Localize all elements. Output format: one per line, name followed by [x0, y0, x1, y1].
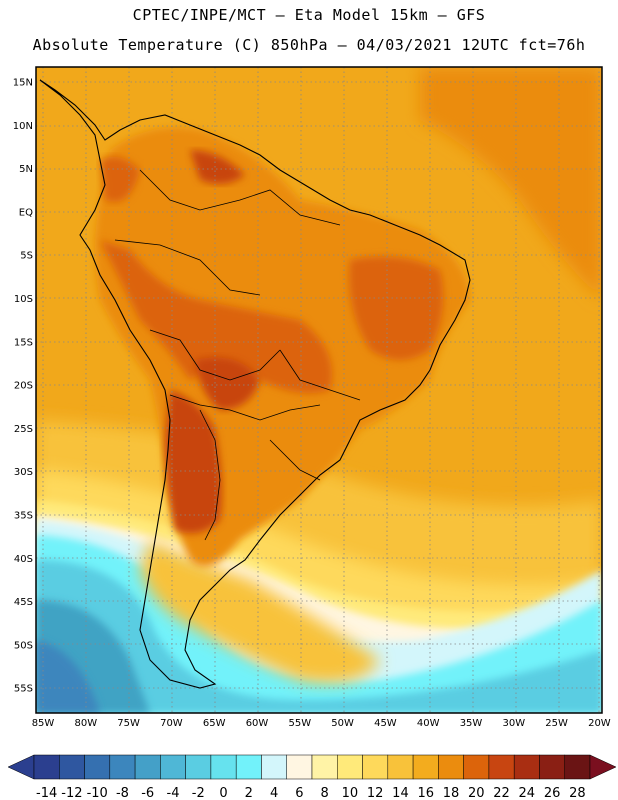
colorbar-cell	[59, 754, 85, 780]
lat-label: 25S	[14, 424, 33, 435]
colorbar-cell	[109, 754, 136, 780]
colorbar-label: 16	[417, 786, 434, 800]
lon-label: 60W	[246, 718, 269, 729]
lat-label: 30S	[14, 467, 33, 478]
coastline	[39, 79, 471, 689]
hot-venezuela	[190, 150, 245, 184]
colorbar-cell	[564, 754, 591, 780]
lon-label: 70W	[160, 718, 183, 729]
lon-label: 65W	[203, 718, 226, 729]
colorbar-label: 4	[270, 786, 278, 800]
lat-label: 50S	[14, 640, 33, 651]
lat-label: 20S	[14, 381, 33, 392]
colorbar-label: -8	[116, 786, 129, 800]
hot-chaco	[195, 357, 260, 410]
colorbar-label: 28	[569, 786, 586, 800]
chart-title-line1: CPTEC/INPE/MCT – Eta Model 15km – GFS	[132, 6, 486, 24]
colorbar-label: 20	[468, 786, 485, 800]
colorbar-cell	[488, 754, 515, 780]
lon-label: 25W	[545, 718, 568, 729]
lon-label: 75W	[117, 718, 140, 729]
colorbar-cells	[7, 754, 617, 780]
colorbar-label: 22	[493, 786, 510, 800]
colorbar-cell	[539, 754, 565, 780]
colorbar-label: 0	[219, 786, 227, 800]
colorbar-cell	[337, 754, 363, 780]
colorbar-label: -10	[87, 786, 108, 800]
colorbar-label: 26	[544, 786, 561, 800]
lat-label: 55S	[14, 684, 33, 695]
colorbar-label: -6	[141, 786, 154, 800]
colorbar-label: -4	[167, 786, 180, 800]
colorbar-label: 24	[519, 786, 536, 800]
lon-label: 45W	[374, 718, 397, 729]
hot-colombia	[100, 156, 140, 202]
colorbar-label: -2	[192, 786, 205, 800]
colorbar-label: 14	[392, 786, 409, 800]
country-borders	[114, 169, 361, 541]
map-frame	[35, 66, 603, 714]
colorbar-cell	[438, 754, 464, 780]
lat-label: 5N	[19, 164, 33, 175]
colorbar-arrow-high	[589, 754, 617, 780]
map-field	[36, 67, 602, 713]
colorbar-arrow-low	[7, 754, 35, 780]
lon-label: 20W	[588, 718, 611, 729]
colorbar-labels: -14 -12 -10 -8 -6 -4 -2 0 2 4 6 8 10 12 14 16 18 20 22 24 26…	[36, 786, 586, 800]
longitude-labels: 85W 80W 75W 70W 65W 60W 55W 50W 45W 40W 35W 30W 25W 2…	[32, 718, 611, 729]
colorbar-cell	[235, 754, 262, 780]
latitude-labels: 15N 10N 5N EQ 5S 10S 15S 20S 25S 30S 35S 40S 45S 50S 5…	[13, 78, 33, 695]
blue-cyan-band	[36, 560, 602, 713]
colorbar-label: 8	[320, 786, 328, 800]
lat-label: EQ	[19, 207, 33, 218]
colorbar-label: 2	[245, 786, 253, 800]
lat-label: 5S	[20, 251, 33, 262]
lon-label: 50W	[331, 718, 354, 729]
colorbar-label: 6	[295, 786, 303, 800]
colorbar-cell	[261, 754, 287, 780]
lat-label: 10S	[14, 294, 33, 305]
colorbar-cell	[463, 754, 490, 780]
lat-label: 15S	[14, 337, 33, 348]
colorbar-cell	[513, 754, 540, 780]
hot-central	[100, 240, 332, 394]
colorbar-cell	[160, 754, 186, 780]
colorbar-cell	[362, 754, 389, 780]
colorbar-cell	[286, 754, 313, 780]
coldest-patch	[36, 640, 100, 713]
lat-label: 35S	[14, 511, 33, 522]
colorbar-cell	[84, 754, 111, 780]
lat-label: 15N	[13, 78, 33, 89]
colorbar-label: 18	[443, 786, 460, 800]
colorbar-cell	[412, 754, 439, 780]
colorbar-label: -12	[61, 786, 82, 800]
chart-title-line2: Absolute Temperature (C) 850hPa – 04/03/…	[32, 36, 586, 54]
colorbar-cell	[387, 754, 414, 780]
colorbar-label: -14	[36, 786, 57, 800]
colorbar-cell	[311, 754, 338, 780]
colorbar-label: 10	[342, 786, 359, 800]
lat-label: 40S	[14, 554, 33, 565]
colorbar-cell	[33, 754, 60, 780]
lat-label: 10N	[13, 121, 33, 132]
lon-label: 35W	[460, 718, 483, 729]
colorbar-cell	[210, 754, 237, 780]
warm-atlantic-patch	[420, 67, 602, 300]
colorbar-cell	[134, 754, 161, 780]
lon-label: 85W	[32, 718, 55, 729]
lon-label: 40W	[417, 718, 440, 729]
lon-label: 30W	[502, 718, 525, 729]
patagonia-warm-tongue	[140, 540, 380, 683]
colorbar-cell	[185, 754, 212, 780]
lat-label: 45S	[14, 597, 33, 608]
lon-label: 80W	[74, 718, 97, 729]
lon-label: 55W	[288, 718, 311, 729]
colorbar-label: 12	[367, 786, 384, 800]
hot-northeast	[349, 256, 444, 360]
